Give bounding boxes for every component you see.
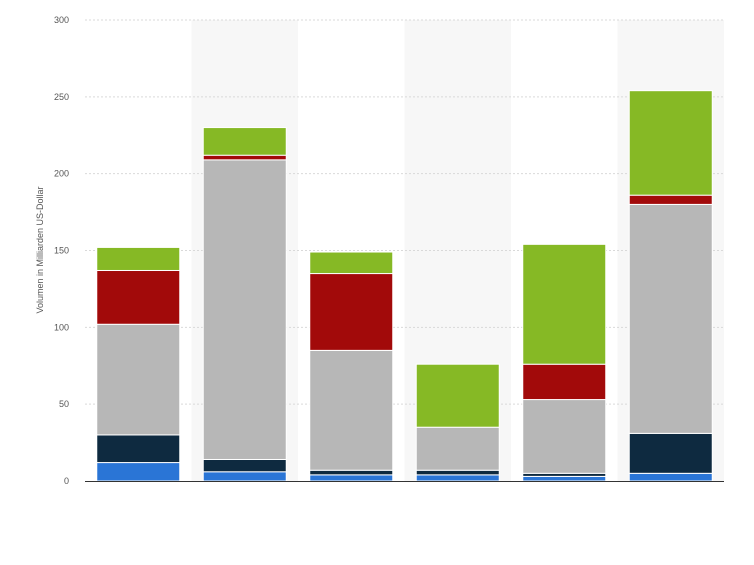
y-tick-label: 50 xyxy=(59,399,69,409)
bar-segment-2[interactable] xyxy=(96,434,181,464)
y-axis-label: Volumen in Milliarden US-Dollar xyxy=(35,186,45,313)
bar-segment-1[interactable] xyxy=(628,472,713,482)
bar-segment-4[interactable] xyxy=(96,269,181,325)
bar-segment-2[interactable] xyxy=(415,469,500,476)
bar-segment-4[interactable] xyxy=(522,363,607,401)
y-tick-label: 0 xyxy=(64,476,69,486)
bar-segment-5[interactable] xyxy=(309,251,394,275)
y-tick-label: 150 xyxy=(54,246,69,256)
bar-segment-2[interactable] xyxy=(309,469,394,476)
y-tick-labels: 0 50 100 150 200 250 300 xyxy=(54,15,69,486)
bar-segment-4[interactable] xyxy=(309,273,394,351)
bar-segment-5[interactable] xyxy=(522,243,607,365)
bar-segment-3[interactable] xyxy=(522,399,607,474)
bar-segment-3[interactable] xyxy=(309,349,394,471)
bars xyxy=(96,90,713,482)
bar-segment-3[interactable] xyxy=(628,203,713,434)
bar-segment-2[interactable] xyxy=(628,432,713,474)
bar-segment-5[interactable] xyxy=(202,127,287,156)
gridlines xyxy=(85,19,724,405)
y-tick-label: 200 xyxy=(54,169,69,179)
bar-segment-3[interactable] xyxy=(415,426,500,471)
bar-segment-1[interactable] xyxy=(415,474,500,482)
bar-segment-1[interactable] xyxy=(522,475,607,482)
bar-segment-5[interactable] xyxy=(96,246,181,271)
bar-segment-4[interactable] xyxy=(202,154,287,161)
bar-segment-5[interactable] xyxy=(628,90,713,196)
bar-segment-3[interactable] xyxy=(96,323,181,436)
bar-segment-3[interactable] xyxy=(202,159,287,460)
bar-segment-1[interactable] xyxy=(202,471,287,482)
bar-segment-2[interactable] xyxy=(202,458,287,473)
bar-segment-1[interactable] xyxy=(309,474,394,482)
bar-segment-4[interactable] xyxy=(628,194,713,205)
y-tick-label: 250 xyxy=(54,92,69,102)
bar-segment-5[interactable] xyxy=(415,363,500,428)
bar-segment-1[interactable] xyxy=(96,462,181,482)
y-tick-label: 100 xyxy=(54,322,69,332)
y-tick-label: 300 xyxy=(54,15,69,25)
